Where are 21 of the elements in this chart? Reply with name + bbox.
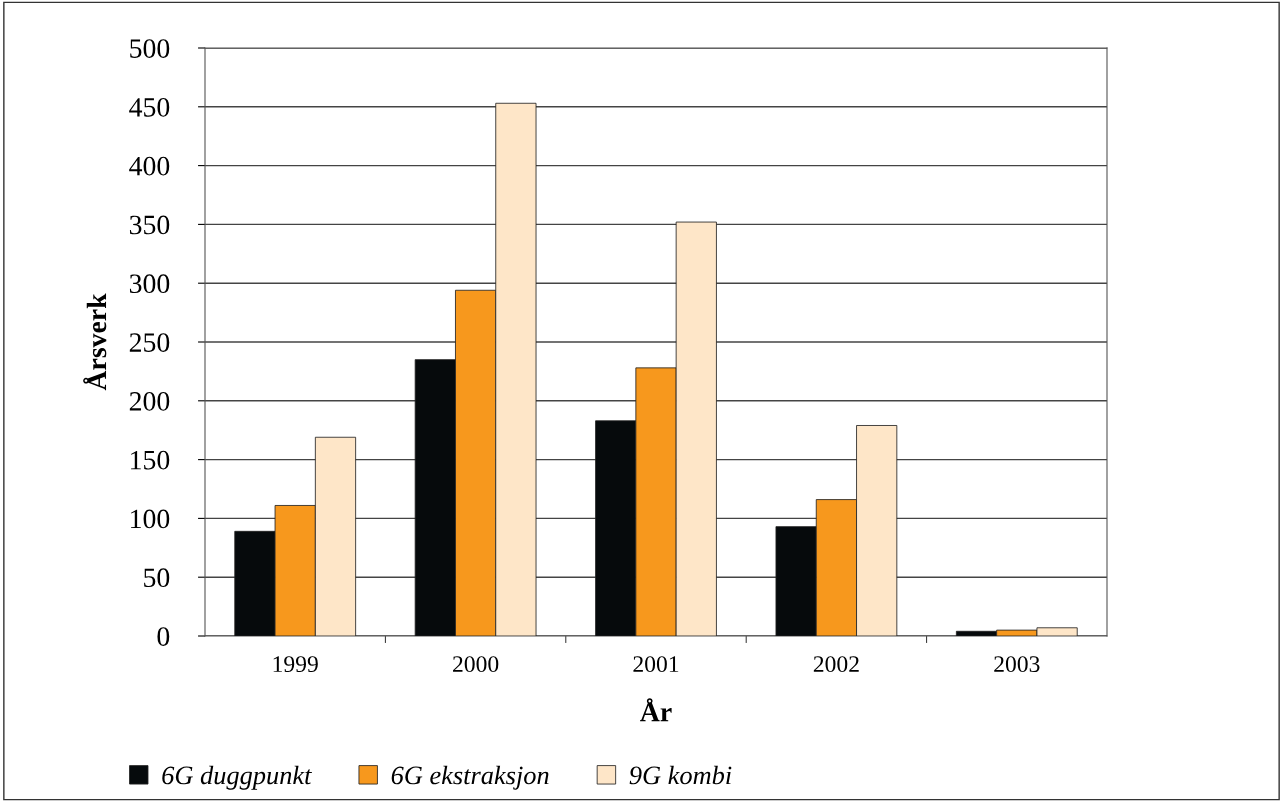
x-tick-label: 2000 — [453, 656, 499, 673]
y-tick-label: 0 — [157, 627, 170, 646]
x-tick-label: 2001 — [633, 656, 679, 673]
y-tick-label: 400 — [129, 156, 170, 176]
y-tick-label: 450 — [129, 97, 170, 117]
y-tick-label: 50 — [144, 568, 170, 588]
x-tick-label: 2003 — [994, 656, 1040, 673]
x-tick-label: 1999 — [273, 656, 318, 673]
legend-label: 9G kombi — [629, 765, 732, 785]
y-tick-label: 300 — [129, 274, 170, 294]
y-tick-label: 150 — [131, 450, 170, 470]
y-tick-label: 250 — [129, 333, 170, 352]
y-axis-title: Årsverk — [83, 293, 107, 391]
x-axis-title: År — [640, 698, 672, 722]
legend-label: 6G ekstraksjon — [391, 765, 549, 790]
y-tick-label: 350 — [129, 215, 170, 235]
y-tick-label: 500 — [130, 39, 170, 58]
x-tick-label: 2002 — [813, 656, 859, 673]
y-tick-label: 200 — [129, 391, 170, 411]
legend-label: 6G duggpunkt — [162, 765, 312, 790]
y-tick-label: 100 — [131, 509, 170, 529]
